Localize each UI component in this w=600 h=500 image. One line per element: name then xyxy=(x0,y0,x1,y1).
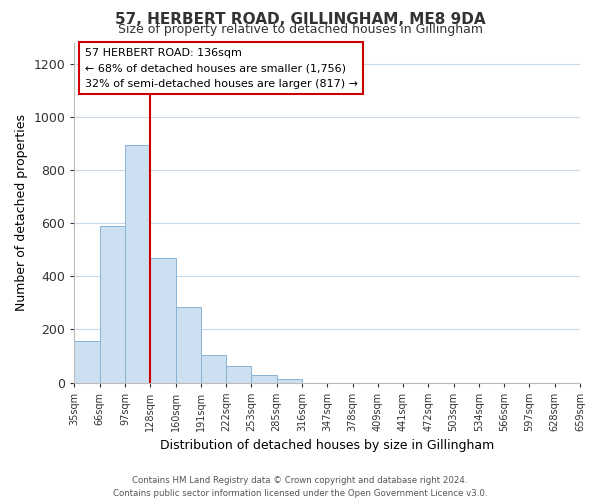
Bar xyxy=(125,145,150,382)
Y-axis label: Number of detached properties: Number of detached properties xyxy=(15,114,28,311)
X-axis label: Distribution of detached houses by size in Gillingham: Distribution of detached houses by size … xyxy=(160,440,494,452)
Text: 57 HERBERT ROAD: 136sqm
← 68% of detached houses are smaller (1,756)
32% of semi: 57 HERBERT ROAD: 136sqm ← 68% of detache… xyxy=(85,48,358,89)
Bar xyxy=(150,258,176,382)
Bar xyxy=(226,366,251,382)
Text: Contains HM Land Registry data © Crown copyright and database right 2024.
Contai: Contains HM Land Registry data © Crown c… xyxy=(113,476,487,498)
Bar xyxy=(251,376,277,382)
Text: 57, HERBERT ROAD, GILLINGHAM, ME8 9DA: 57, HERBERT ROAD, GILLINGHAM, ME8 9DA xyxy=(115,12,485,28)
Bar xyxy=(176,307,201,382)
Text: Size of property relative to detached houses in Gillingham: Size of property relative to detached ho… xyxy=(118,22,482,36)
Bar xyxy=(277,378,302,382)
Bar xyxy=(100,226,125,382)
Bar xyxy=(201,354,226,382)
Bar xyxy=(74,342,100,382)
